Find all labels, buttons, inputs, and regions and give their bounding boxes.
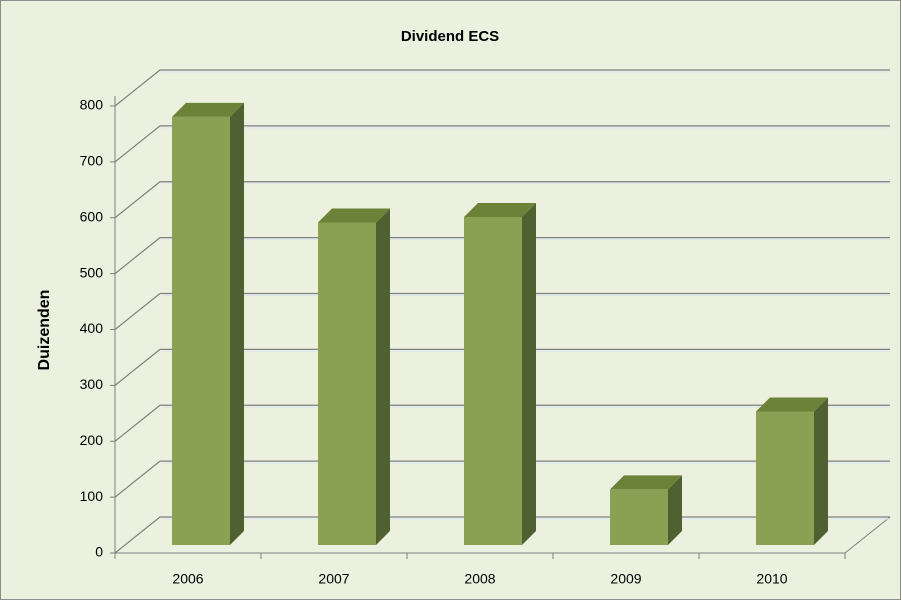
bar-top: [318, 208, 390, 223]
y-tick-label: 400: [80, 320, 104, 336]
bar-top: [464, 202, 536, 217]
grid-line: [114, 348, 890, 386]
x-tick-label: 2009: [610, 571, 641, 587]
bar-top: [172, 102, 244, 117]
bar: [610, 489, 668, 545]
y-tick-label: 200: [80, 432, 104, 448]
bar-side: [376, 208, 390, 545]
x-tick-label: 2008: [464, 571, 495, 587]
grid-line: [114, 69, 890, 107]
bar-side: [814, 397, 828, 545]
x-tick-label: 2006: [172, 571, 203, 587]
y-tick-label: 700: [80, 153, 104, 169]
bar: [172, 116, 230, 545]
chart-title: Dividend ECS: [401, 28, 499, 45]
y-axis-label: Duizenden: [36, 290, 53, 371]
bar-side: [230, 102, 244, 545]
bar-side: [522, 202, 536, 545]
bar-top: [610, 475, 682, 490]
bar: [756, 411, 814, 545]
grid-line: [114, 460, 890, 498]
grid-line: [114, 404, 890, 442]
x-tick-label: 2007: [318, 571, 349, 587]
grid-line: [114, 125, 890, 163]
grid-line: [114, 237, 890, 275]
y-tick-label: 800: [80, 97, 104, 113]
y-tick-label: 300: [80, 376, 104, 392]
y-tick-label: 500: [80, 264, 104, 280]
floor-right: [844, 516, 891, 554]
bar: [318, 222, 376, 545]
grid-line: [114, 181, 890, 219]
y-tick-label: 0: [95, 544, 103, 560]
grid-line: [114, 292, 890, 330]
y-tick-label: 600: [80, 208, 104, 224]
bar: [464, 216, 522, 545]
y-tick-label: 100: [80, 488, 104, 504]
x-tick-label: 2010: [756, 571, 787, 587]
bar-side: [668, 475, 682, 545]
bar-top: [756, 397, 828, 412]
